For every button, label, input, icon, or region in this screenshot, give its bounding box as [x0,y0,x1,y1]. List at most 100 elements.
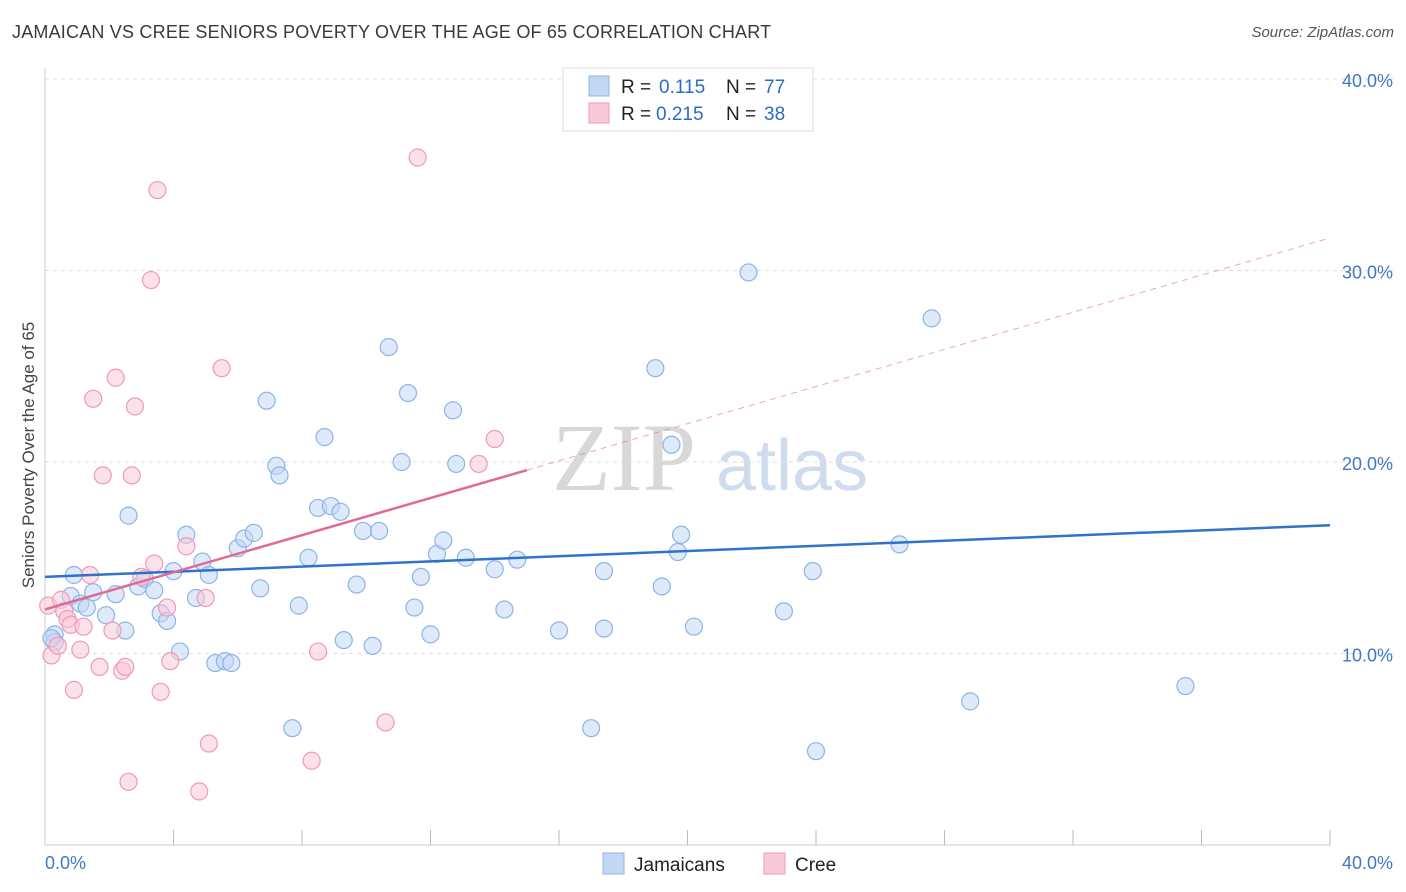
trend-lines [44,237,1331,611]
point-jamaicans [145,581,164,600]
point-jamaicans [922,309,941,328]
point-jamaicans [353,521,373,541]
point-jamaicans [495,600,514,619]
point-jamaicans [96,606,116,625]
point-jamaicans [508,550,527,569]
point-cree [103,621,122,640]
data-points [39,148,1195,801]
point-jamaicans [803,562,822,581]
y-tick-label: 40.0% [1342,71,1393,91]
point-jamaicans [77,598,96,617]
bottom-legend-label-cree: Cree [795,855,836,876]
legend-swatch-cree [588,102,610,124]
point-cree [199,734,218,753]
point-jamaicans [456,548,475,567]
point-jamaicans [331,502,350,521]
trend-line-jamaicans [44,523,1331,579]
point-cree [90,657,109,677]
point-jamaicans [890,535,909,554]
x-ticks [173,830,1331,845]
point-jamaicans [774,602,793,621]
point-jamaicans [222,653,241,673]
point-jamaicans [251,579,270,598]
legend-r-value-jamaicans: 0.115 [659,77,705,98]
point-jamaicans [739,263,758,282]
point-cree [212,359,231,378]
point-cree [308,642,328,661]
point-jamaicans [411,567,430,587]
point-jamaicans [671,525,691,544]
point-cree [106,368,125,387]
point-jamaicans [594,619,614,638]
legend-n-label-cree: N = [726,104,756,125]
point-cree [122,466,141,485]
point-jamaicans [299,548,318,567]
legend-n-label-jamaicans: N = [726,77,756,98]
point-cree [408,148,427,167]
point-jamaicans [434,531,453,550]
point-jamaicans [582,719,601,738]
watermark-atlas: atlas [716,426,868,506]
point-cree [71,640,90,659]
y-tick-label: 10.0% [1342,646,1393,666]
legend-n-value-jamaicans: 77 [764,77,785,98]
stats-legend: R = 0.115 N = 77 R = 0.215 N = 38 [562,67,814,132]
point-cree [84,389,103,408]
gridlines [45,78,1393,654]
trend-line-cree [44,468,528,611]
point-jamaicans [347,575,366,594]
chart-source: Source: ZipAtlas.com [1251,24,1394,41]
point-jamaicans [363,636,382,655]
point-jamaicans [662,435,681,454]
point-jamaicans [315,428,334,447]
point-cree [190,782,209,801]
y-tick-labels: 10.0% 20.0% 30.0% 40.0% [1342,71,1393,666]
point-jamaicans [398,383,418,403]
legend-n-value-cree: 38 [764,104,785,125]
point-cree [148,180,167,200]
point-cree [161,652,180,671]
point-cree [141,270,161,290]
x-tick-label-max: 40.0% [1342,853,1393,873]
point-cree [125,397,145,416]
x-tick-label-min: 0.0% [45,853,86,873]
point-cree [48,636,67,655]
point-jamaicans [806,742,826,761]
point-jamaicans [270,466,289,485]
y-tick-label: 30.0% [1342,263,1393,283]
point-jamaicans [370,521,389,541]
legend-swatch-jamaicans [588,75,610,97]
point-cree [485,429,504,449]
point-cree [469,454,488,474]
point-jamaicans [594,562,614,581]
point-cree [64,680,84,699]
point-jamaicans [961,692,980,711]
bottom-legend-swatch-cree [763,852,786,875]
point-cree [302,751,321,770]
watermark: ZIP atlas [552,404,868,511]
point-cree [151,682,170,701]
y-axis-label: Seniors Poverty Over the Age of 65 [19,322,38,588]
point-jamaicans [405,598,424,617]
point-jamaicans [652,577,671,596]
point-jamaicans [549,621,569,640]
point-jamaicans [334,630,353,650]
point-jamaicans [283,719,302,738]
bottom-legend-label-jamaicans: Jamaicans [634,855,725,876]
point-cree [157,598,177,617]
point-jamaicans [1176,676,1195,696]
series-legend: Jamaicans Cree [602,852,836,876]
point-jamaicans [289,596,308,615]
watermark-zip: ZIP [552,404,696,511]
point-jamaicans [421,625,440,644]
bottom-legend-swatch-jamaicans [602,852,625,875]
legend-r-value-cree: 0.215 [656,104,704,125]
point-jamaicans [392,452,411,472]
y-tick-label: 20.0% [1342,454,1393,474]
point-cree [119,772,138,791]
point-cree [74,617,93,636]
point-cree [196,588,215,608]
point-jamaicans [443,401,463,420]
point-cree [145,554,164,573]
point-jamaicans [485,560,504,579]
